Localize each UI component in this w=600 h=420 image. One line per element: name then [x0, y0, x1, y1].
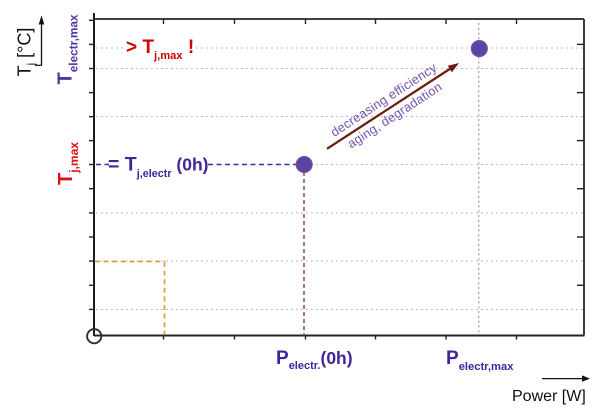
svg-text:Tj,max: Tj,max	[55, 142, 81, 185]
svg-text:Power [W]: Power [W]	[512, 388, 586, 405]
svg-text:Tj [°C]: Tj [°C]	[15, 28, 38, 77]
